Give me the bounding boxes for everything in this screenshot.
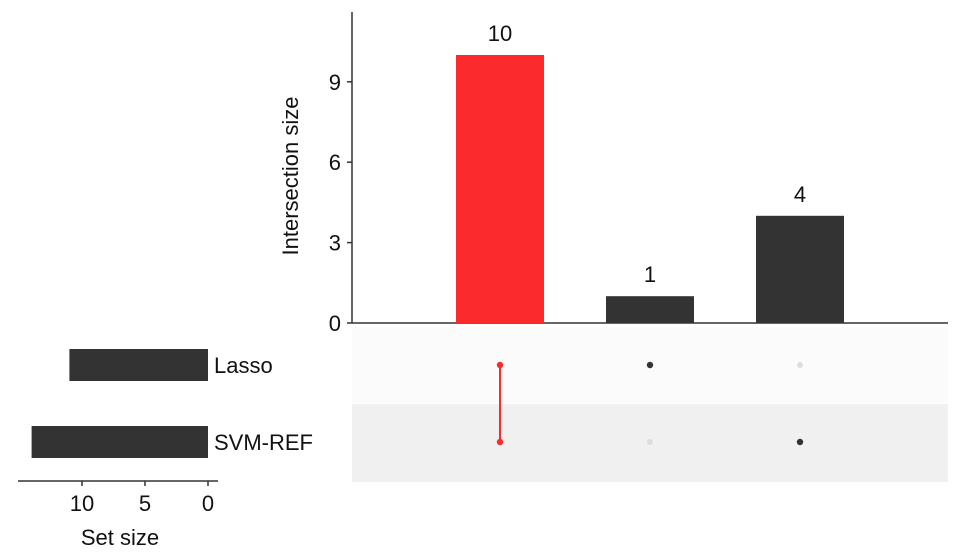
set-size-tick-label: 0 <box>202 491 214 516</box>
y-tick-label: 9 <box>329 70 341 95</box>
set-size-ticks: 10 5 0 <box>70 481 214 516</box>
y-tick-label: 6 <box>329 150 341 175</box>
intersection-bar <box>456 55 544 323</box>
set-size-axis-title: Set size <box>81 525 159 550</box>
matrix-dot-inactive <box>797 362 803 368</box>
set-name-label: Lasso <box>214 353 273 378</box>
y-ticks: 0 3 6 9 <box>329 70 352 336</box>
set-labels: Lasso SVM-REF <box>214 353 313 455</box>
y-tick-label: 3 <box>329 231 341 256</box>
intersection-bar-label: 4 <box>794 182 806 207</box>
set-size-tick-label: 5 <box>139 491 151 516</box>
set-name-label: SVM-REF <box>214 430 313 455</box>
matrix-dot-inactive <box>647 439 653 445</box>
set-size-tick-label: 10 <box>70 491 94 516</box>
intersection-bar-label: 10 <box>488 21 512 46</box>
intersection-matrix <box>496 361 804 446</box>
set-size-bar <box>69 349 209 381</box>
intersection-bar <box>756 215 844 323</box>
y-tick-label: 0 <box>329 311 341 336</box>
y-axis-title: Intersection size <box>278 97 303 256</box>
intersection-bar <box>606 296 694 323</box>
matrix-dot-active <box>796 438 804 446</box>
set-size-bars <box>31 349 209 458</box>
matrix-dot-active <box>646 361 654 369</box>
set-size-bar <box>31 426 208 458</box>
intersection-bar-label: 1 <box>644 262 656 287</box>
intersection-bars: 10 1 4 <box>456 21 844 323</box>
